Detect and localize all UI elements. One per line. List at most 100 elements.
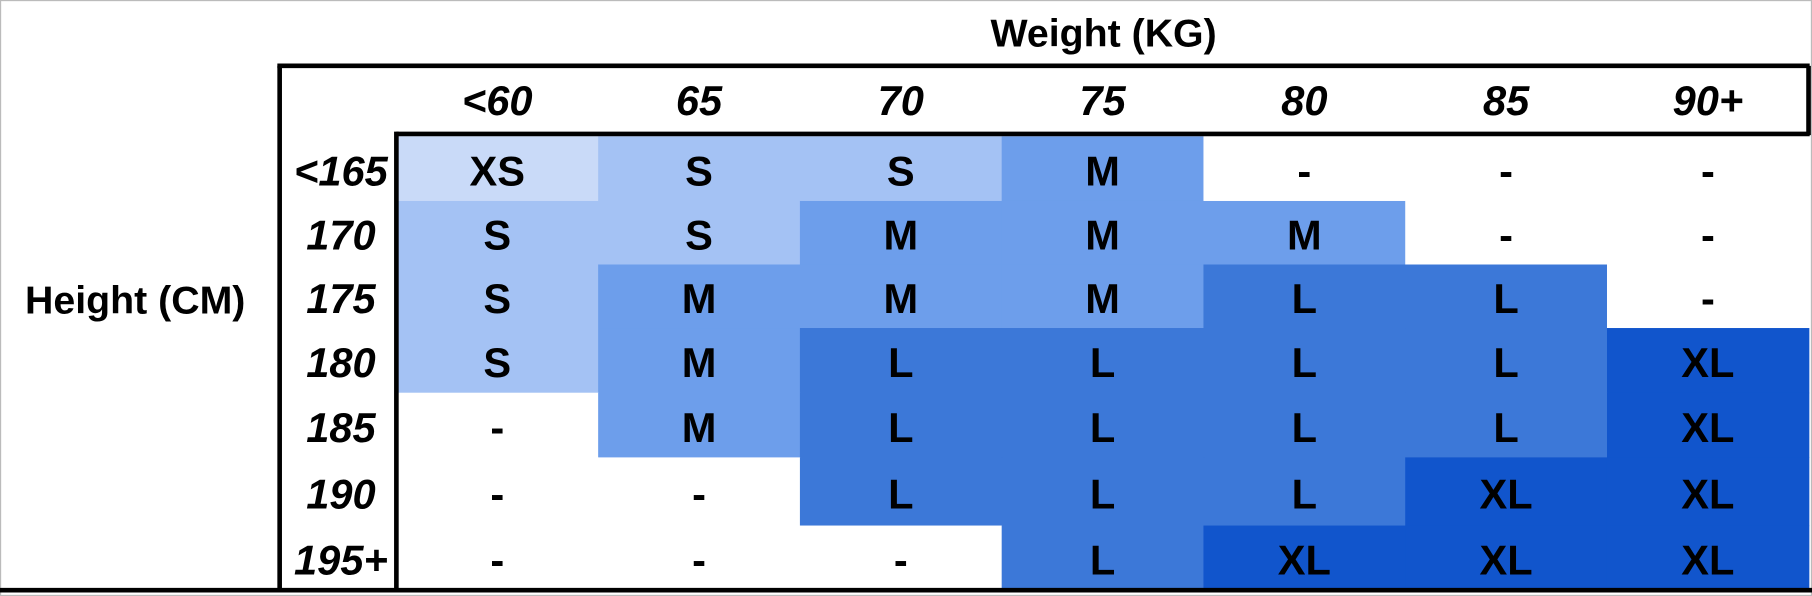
cell-size: M — [883, 275, 918, 322]
row-axis-label: Height (CM) — [25, 278, 245, 322]
row-header: 190 — [306, 470, 375, 517]
row-header: 185 — [306, 404, 376, 451]
cell-background — [396, 200, 599, 266]
cell-background — [1606, 200, 1810, 266]
cell-background — [799, 200, 1003, 266]
cell-size: - — [1297, 147, 1311, 194]
row-header: 175 — [306, 275, 376, 322]
cell-size: M — [883, 212, 918, 259]
grid-lines — [0, 63, 1812, 593]
cell-size: L — [1090, 404, 1115, 451]
cell-background — [598, 200, 801, 266]
cell-size: M — [682, 275, 717, 322]
cell-background — [1001, 457, 1205, 527]
cell-background — [598, 136, 801, 202]
cell-background — [1203, 457, 1406, 527]
cell-size: S — [887, 147, 915, 194]
cell-background — [396, 136, 599, 202]
cell-background — [1001, 264, 1205, 329]
cell-size: XL — [1681, 537, 1734, 584]
cell-size: M — [682, 339, 717, 386]
cell-background — [598, 328, 801, 394]
cell-size: L — [1090, 339, 1115, 386]
cell-size: - — [490, 537, 504, 584]
cell-background — [598, 457, 801, 527]
cell-size: M — [1085, 147, 1120, 194]
cell-size: M — [1085, 212, 1120, 259]
cell-background — [1405, 328, 1608, 394]
cell-background — [799, 392, 1003, 458]
cell-size: M — [682, 404, 717, 451]
cell-size: - — [1701, 147, 1715, 194]
cell-background — [396, 264, 599, 329]
cell-size: S — [483, 275, 511, 322]
cell-size: - — [894, 537, 908, 584]
cell-background — [799, 328, 1003, 394]
cell-size: L — [888, 339, 913, 386]
cell-size: - — [692, 470, 706, 517]
cell-size: - — [1499, 147, 1513, 194]
cell-background — [1001, 525, 1205, 591]
cell-size: - — [1701, 212, 1715, 259]
cell-background — [1001, 328, 1205, 394]
column-header: <60 — [462, 77, 533, 124]
cell-size: XL — [1278, 537, 1331, 584]
cell-size: S — [685, 147, 713, 194]
column-header: 85 — [1483, 77, 1530, 124]
cell-background — [799, 525, 1003, 591]
cell-size: L — [1090, 470, 1115, 517]
cell-background — [1203, 328, 1406, 394]
cell-background — [799, 264, 1003, 329]
cell-size: L — [1493, 404, 1518, 451]
cell-background — [1001, 200, 1205, 266]
cell-background — [1606, 328, 1810, 394]
cell-background — [1001, 392, 1205, 458]
cell-size: L — [1292, 404, 1317, 451]
cell-size: XL — [1480, 470, 1533, 517]
cell-background — [396, 457, 599, 527]
cell-background — [1405, 200, 1608, 266]
cell-size: L — [1493, 275, 1518, 322]
cell-size: XL — [1681, 404, 1734, 451]
cell-background — [1405, 136, 1608, 202]
cell-background — [1606, 264, 1810, 329]
row-header: <165 — [294, 147, 389, 194]
cell-size: M — [1085, 275, 1120, 322]
cell-size: S — [685, 212, 713, 259]
cell-background — [1203, 264, 1406, 329]
column-header: 70 — [878, 77, 924, 124]
cell-background — [598, 392, 801, 458]
cell-background — [1203, 392, 1406, 458]
cells — [396, 136, 1810, 591]
cell-background — [396, 525, 599, 591]
cell-background — [1606, 392, 1810, 458]
cell-size: L — [1292, 339, 1317, 386]
cell-background — [799, 457, 1003, 527]
cell-size: - — [1499, 212, 1513, 259]
cell-background — [1405, 264, 1608, 329]
cell-background — [1606, 525, 1810, 591]
cell-background — [1606, 457, 1810, 527]
cell-background — [1203, 525, 1406, 591]
cell-background — [396, 328, 599, 394]
cell-size: - — [490, 470, 504, 517]
cell-size: XL — [1681, 470, 1734, 517]
cell-size: S — [483, 212, 511, 259]
column-header: 65 — [676, 77, 723, 124]
cell-size: XS — [470, 147, 525, 194]
cell-size: - — [692, 537, 706, 584]
cell-size: L — [1292, 470, 1317, 517]
cell-size: XL — [1480, 537, 1533, 584]
cell-background — [1606, 136, 1810, 202]
cell-size: - — [490, 404, 504, 451]
cell-background — [1405, 457, 1608, 527]
column-header: 80 — [1281, 77, 1327, 124]
row-header: 195+ — [294, 537, 388, 584]
row-header: 180 — [306, 339, 375, 386]
cell-size: L — [888, 470, 913, 517]
cell-background — [799, 136, 1003, 202]
cell-size: L — [888, 404, 913, 451]
cell-background — [396, 392, 599, 458]
